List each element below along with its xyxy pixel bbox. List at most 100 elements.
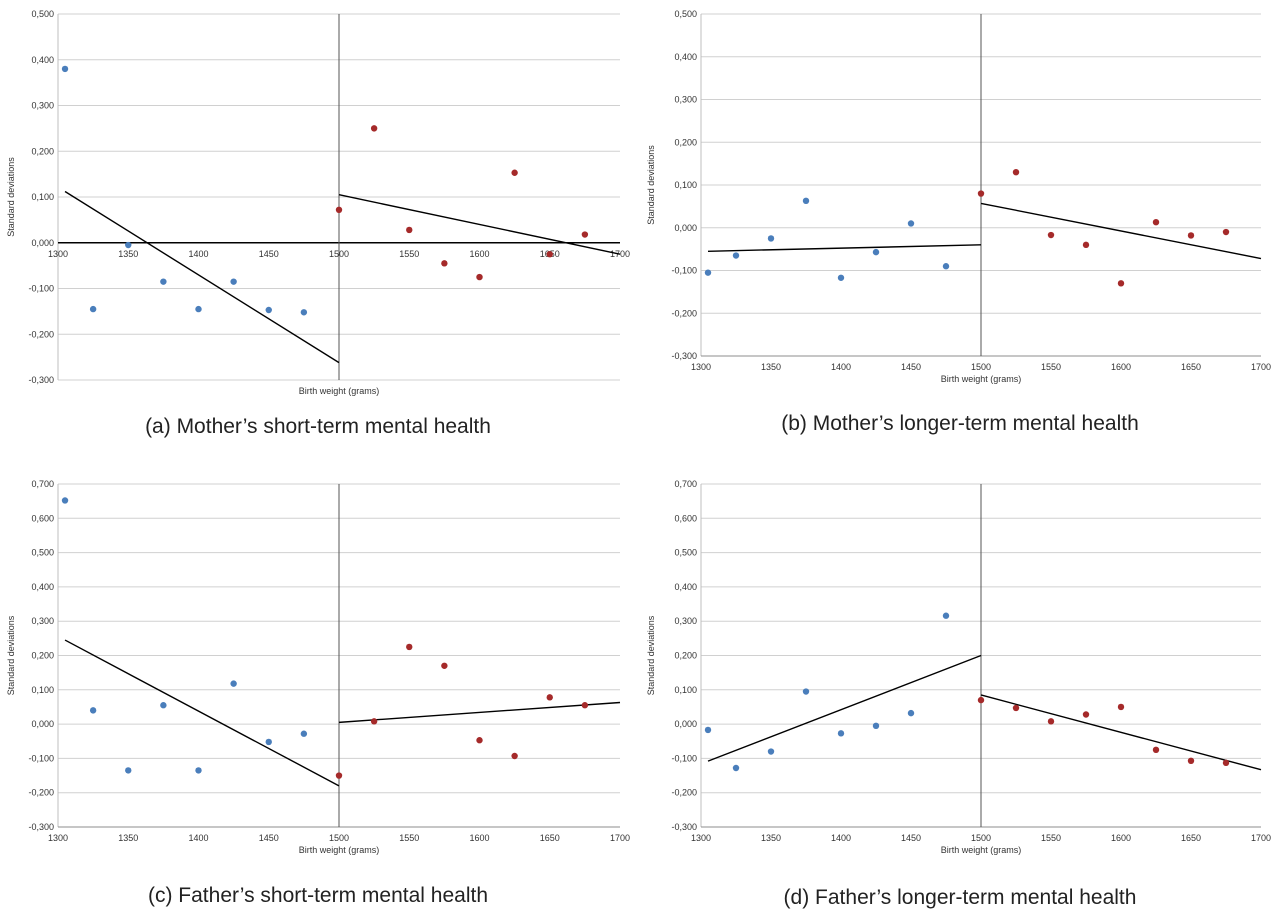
y-tick-label: -0,100	[28, 284, 54, 294]
x-tick-label: 1600	[1111, 362, 1131, 372]
x-tick-label: 1550	[1041, 833, 1061, 843]
y-tick-label: 0,400	[31, 55, 54, 65]
x-tick-label: 1450	[259, 833, 279, 843]
data-point-below	[160, 702, 167, 709]
data-point-above	[441, 260, 448, 267]
data-point-below	[195, 305, 202, 313]
y-tick-label: -0,100	[28, 753, 54, 763]
y-tick-label: 0,300	[674, 616, 697, 626]
x-tick-label: 1650	[1181, 833, 1201, 843]
data-point-above	[1117, 280, 1125, 287]
x-tick-label: 1400	[831, 362, 851, 372]
y-tick-label: 0,000	[674, 719, 697, 729]
x-tick-label: 1700	[1251, 362, 1271, 372]
y-tick-label: 0,500	[674, 9, 697, 19]
data-point-above	[581, 702, 589, 709]
data-point-below	[942, 263, 950, 270]
x-tick-label: 1400	[188, 833, 208, 843]
data-point-above	[1222, 228, 1230, 236]
chart-panel-c: -0,300 -0,200 -0,100 0,000 0,100 0,200 0,300 0,…	[6, 479, 630, 855]
y-tick-label: 0,200	[31, 146, 54, 156]
x-tick-label: 1350	[118, 833, 138, 843]
data-point-above	[546, 694, 553, 701]
x-tick-label: 1700	[1251, 833, 1271, 843]
data-point-above	[1082, 711, 1090, 718]
y-tick-label: 0,400	[674, 52, 697, 62]
data-point-above	[476, 273, 483, 281]
caption-panel-b: (b) Mother’s longer-term mental health	[781, 412, 1139, 435]
data-point-below	[837, 730, 845, 737]
y-tick-label: -0,200	[671, 788, 697, 798]
y-tick-label: 0,200	[31, 651, 54, 661]
y-tick-label: 0,600	[674, 513, 697, 523]
x-tick-label: 1450	[901, 833, 921, 843]
y-tick-label: 0,000	[31, 719, 54, 729]
y-tick-label: 0,300	[31, 101, 54, 111]
data-point-above	[1117, 703, 1125, 711]
x-tick-label: 1300	[48, 833, 68, 843]
x-tick-label: 1500	[329, 833, 349, 843]
data-point-below	[767, 235, 775, 242]
data-point-above	[1012, 168, 1020, 176]
x-tick-label: 1550	[1041, 362, 1061, 372]
y-tick-label: 0,100	[674, 180, 697, 190]
data-point-above	[370, 718, 378, 725]
x-tick-label: 1300	[691, 833, 711, 843]
data-point-above	[511, 752, 518, 760]
data-point-above	[1187, 232, 1195, 239]
y-tick-label: -0,200	[671, 308, 697, 318]
data-point-below	[872, 248, 880, 256]
y-tick-label: -0,300	[28, 822, 54, 832]
y-tick-label: 0,600	[31, 513, 54, 523]
data-point-above	[977, 696, 985, 704]
data-point-above	[1152, 746, 1160, 754]
x-tick-label: 1500	[971, 362, 991, 372]
y-tick-label: 0,400	[31, 582, 54, 592]
fit-line	[707, 244, 982, 252]
y-tick-label: 0,200	[674, 651, 697, 661]
data-point-below	[125, 241, 132, 249]
x-tick-label: 1650	[540, 833, 560, 843]
chart-panel-a: -0,300 -0,200 -0,100 0,000 0,100 0,200 0,300 0,…	[6, 9, 630, 396]
x-tick-label: 1350	[118, 249, 138, 259]
data-point-above	[370, 125, 378, 132]
y-tick-label: -0,100	[671, 266, 697, 276]
x-tick-label: 1300	[48, 249, 68, 259]
y-tick-label: 0,500	[674, 548, 697, 558]
y-tick-label: 0,200	[674, 137, 697, 147]
chart-panel-b: -0,300 -0,200 -0,100 0,000 0,100 0,200 0,300 0,…	[646, 9, 1271, 384]
fit-line	[338, 194, 621, 255]
data-point-above	[1012, 704, 1020, 712]
y-tick-label: 0,000	[674, 223, 697, 233]
x-tick-label: 1450	[901, 362, 921, 372]
data-point-above	[1187, 757, 1195, 765]
data-point-below	[872, 722, 880, 730]
data-point-above	[1082, 241, 1090, 249]
data-point-below	[732, 764, 740, 772]
data-point-below	[767, 748, 775, 755]
x-tick-label: 1450	[259, 249, 279, 259]
data-point-below	[732, 252, 740, 259]
data-point-below	[89, 707, 97, 714]
data-point-below	[704, 726, 712, 734]
fit-line	[64, 639, 340, 787]
data-point-above	[335, 772, 343, 779]
x-tick-label: 1550	[399, 833, 419, 843]
data-point-above	[406, 226, 413, 234]
data-point-above	[1047, 231, 1055, 239]
caption-panel-a: (a) Mother’s short-term mental health	[145, 415, 491, 438]
x-tick-label: 1600	[469, 249, 489, 259]
data-point-above	[977, 190, 985, 197]
data-point-above	[406, 643, 413, 651]
y-axis-title: Standard deviations	[6, 615, 16, 695]
data-point-above	[441, 662, 448, 669]
y-tick-label: -0,300	[671, 822, 697, 832]
x-tick-label: 1400	[831, 833, 851, 843]
y-tick-label: -0,300	[671, 351, 697, 361]
data-point-below	[802, 197, 810, 205]
y-axis-title: Standard deviations	[646, 615, 656, 695]
y-axis-title: Standard deviations	[646, 145, 656, 225]
data-point-above	[1047, 718, 1055, 725]
x-tick-label: 1600	[1111, 833, 1131, 843]
x-axis-title: Birth weight (grams)	[299, 386, 380, 396]
